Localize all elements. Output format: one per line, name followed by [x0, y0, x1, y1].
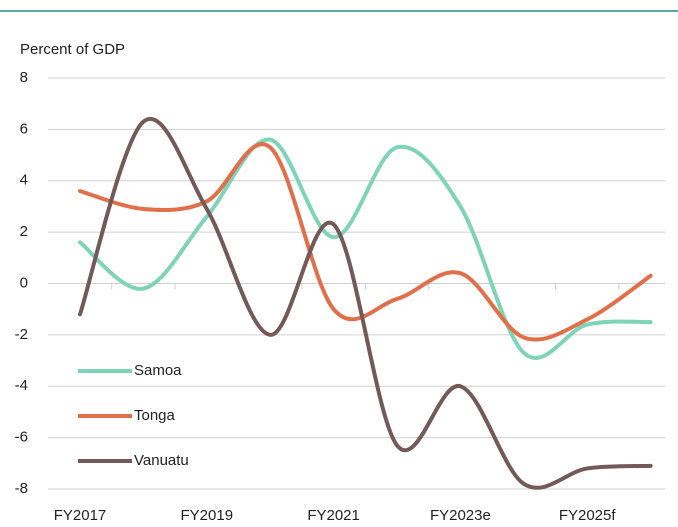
legend-label: Samoa: [134, 362, 182, 379]
series-line: [78, 117, 653, 490]
y-tick-label: 8: [20, 69, 28, 86]
x-tick-label: FY2019: [181, 507, 234, 524]
y-tick-label: 6: [20, 120, 28, 137]
series-line: [78, 142, 653, 342]
y-tick-label: -8: [15, 480, 28, 497]
y-tick-label: -6: [15, 429, 28, 446]
y-tick-label: 0: [20, 274, 28, 291]
legend-label: Tonga: [134, 407, 176, 424]
x-tick-label: FY2025f: [559, 507, 617, 524]
legend-label: Vanuatu: [134, 452, 189, 469]
x-tick-label: FY2017: [54, 507, 107, 524]
x-tick-label: FY2021: [307, 507, 360, 524]
series-line: [78, 137, 653, 360]
y-tick-label: 2: [20, 223, 28, 240]
y-tick-label: -4: [15, 377, 28, 394]
x-tick-label: FY2023e: [430, 507, 491, 524]
y-tick-label: 4: [20, 172, 28, 189]
y-axis-label: Percent of GDP: [20, 41, 125, 58]
y-tick-label: -2: [15, 326, 28, 343]
